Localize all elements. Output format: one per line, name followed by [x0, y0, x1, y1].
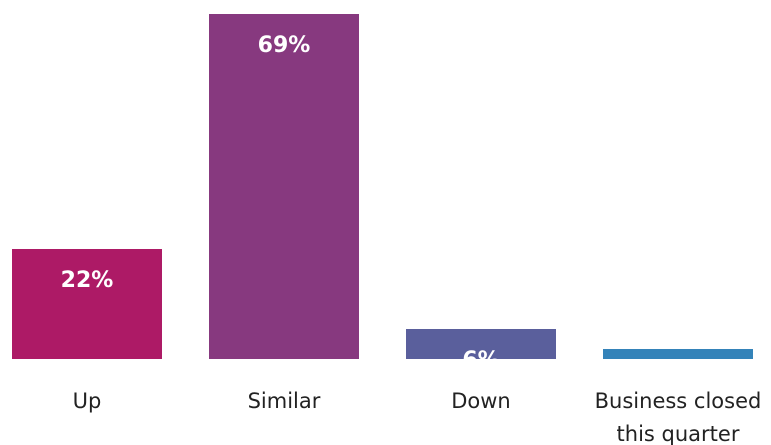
data-label-up: 22%: [61, 268, 114, 293]
category-label-up: Up: [73, 389, 102, 413]
data-label-down: 6%: [462, 348, 499, 373]
data-label-similar: 69%: [258, 33, 311, 58]
bar-up: [12, 249, 162, 359]
bar-business-closed-this-quarter: [603, 349, 753, 359]
category-label-down: Down: [451, 389, 511, 413]
category-label-business-closed-this-quarter-line-1: Business closed: [595, 389, 762, 413]
category-label-business-closed-this-quarter-line-2: this quarter: [617, 422, 740, 445]
bar-similar: [209, 14, 359, 359]
category-label-similar: Similar: [248, 389, 321, 413]
